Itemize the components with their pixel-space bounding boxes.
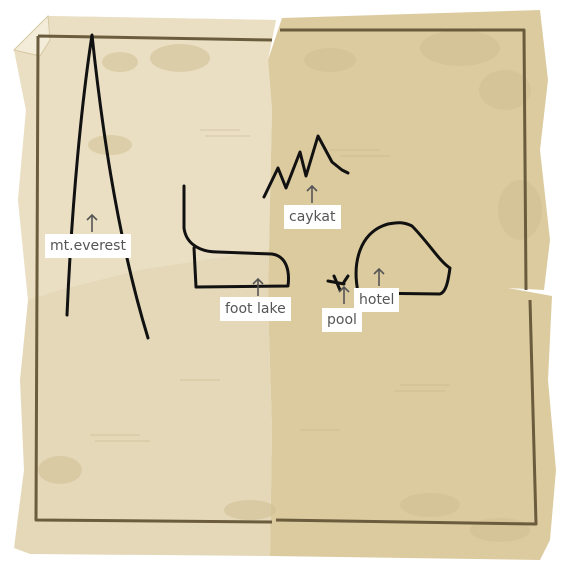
label-caykat: caykat — [284, 205, 341, 229]
label-pool: pool — [322, 308, 362, 332]
map-curled-corner — [13, 14, 51, 57]
lake-drawing — [182, 184, 290, 289]
arrow-up-icon — [86, 213, 98, 232]
pool-drawing — [326, 274, 350, 292]
label-foot-lake: foot lake — [220, 297, 291, 321]
label-hotel: hotel — [354, 288, 400, 312]
map-fold-highlight — [14, 16, 276, 300]
hotel-drawing — [354, 221, 452, 296]
map-right-half — [268, 10, 556, 560]
arrow-up-icon — [373, 267, 385, 286]
map-border-right — [275, 28, 538, 526]
map-border-left — [34, 34, 273, 524]
map-texture — [90, 129, 450, 442]
ridge-drawing — [262, 134, 350, 199]
arrow-up-icon — [306, 184, 318, 203]
arrow-up-icon — [252, 277, 264, 296]
arrow-up-icon — [338, 285, 350, 304]
label-mt-everest: mt.everest — [45, 234, 131, 258]
